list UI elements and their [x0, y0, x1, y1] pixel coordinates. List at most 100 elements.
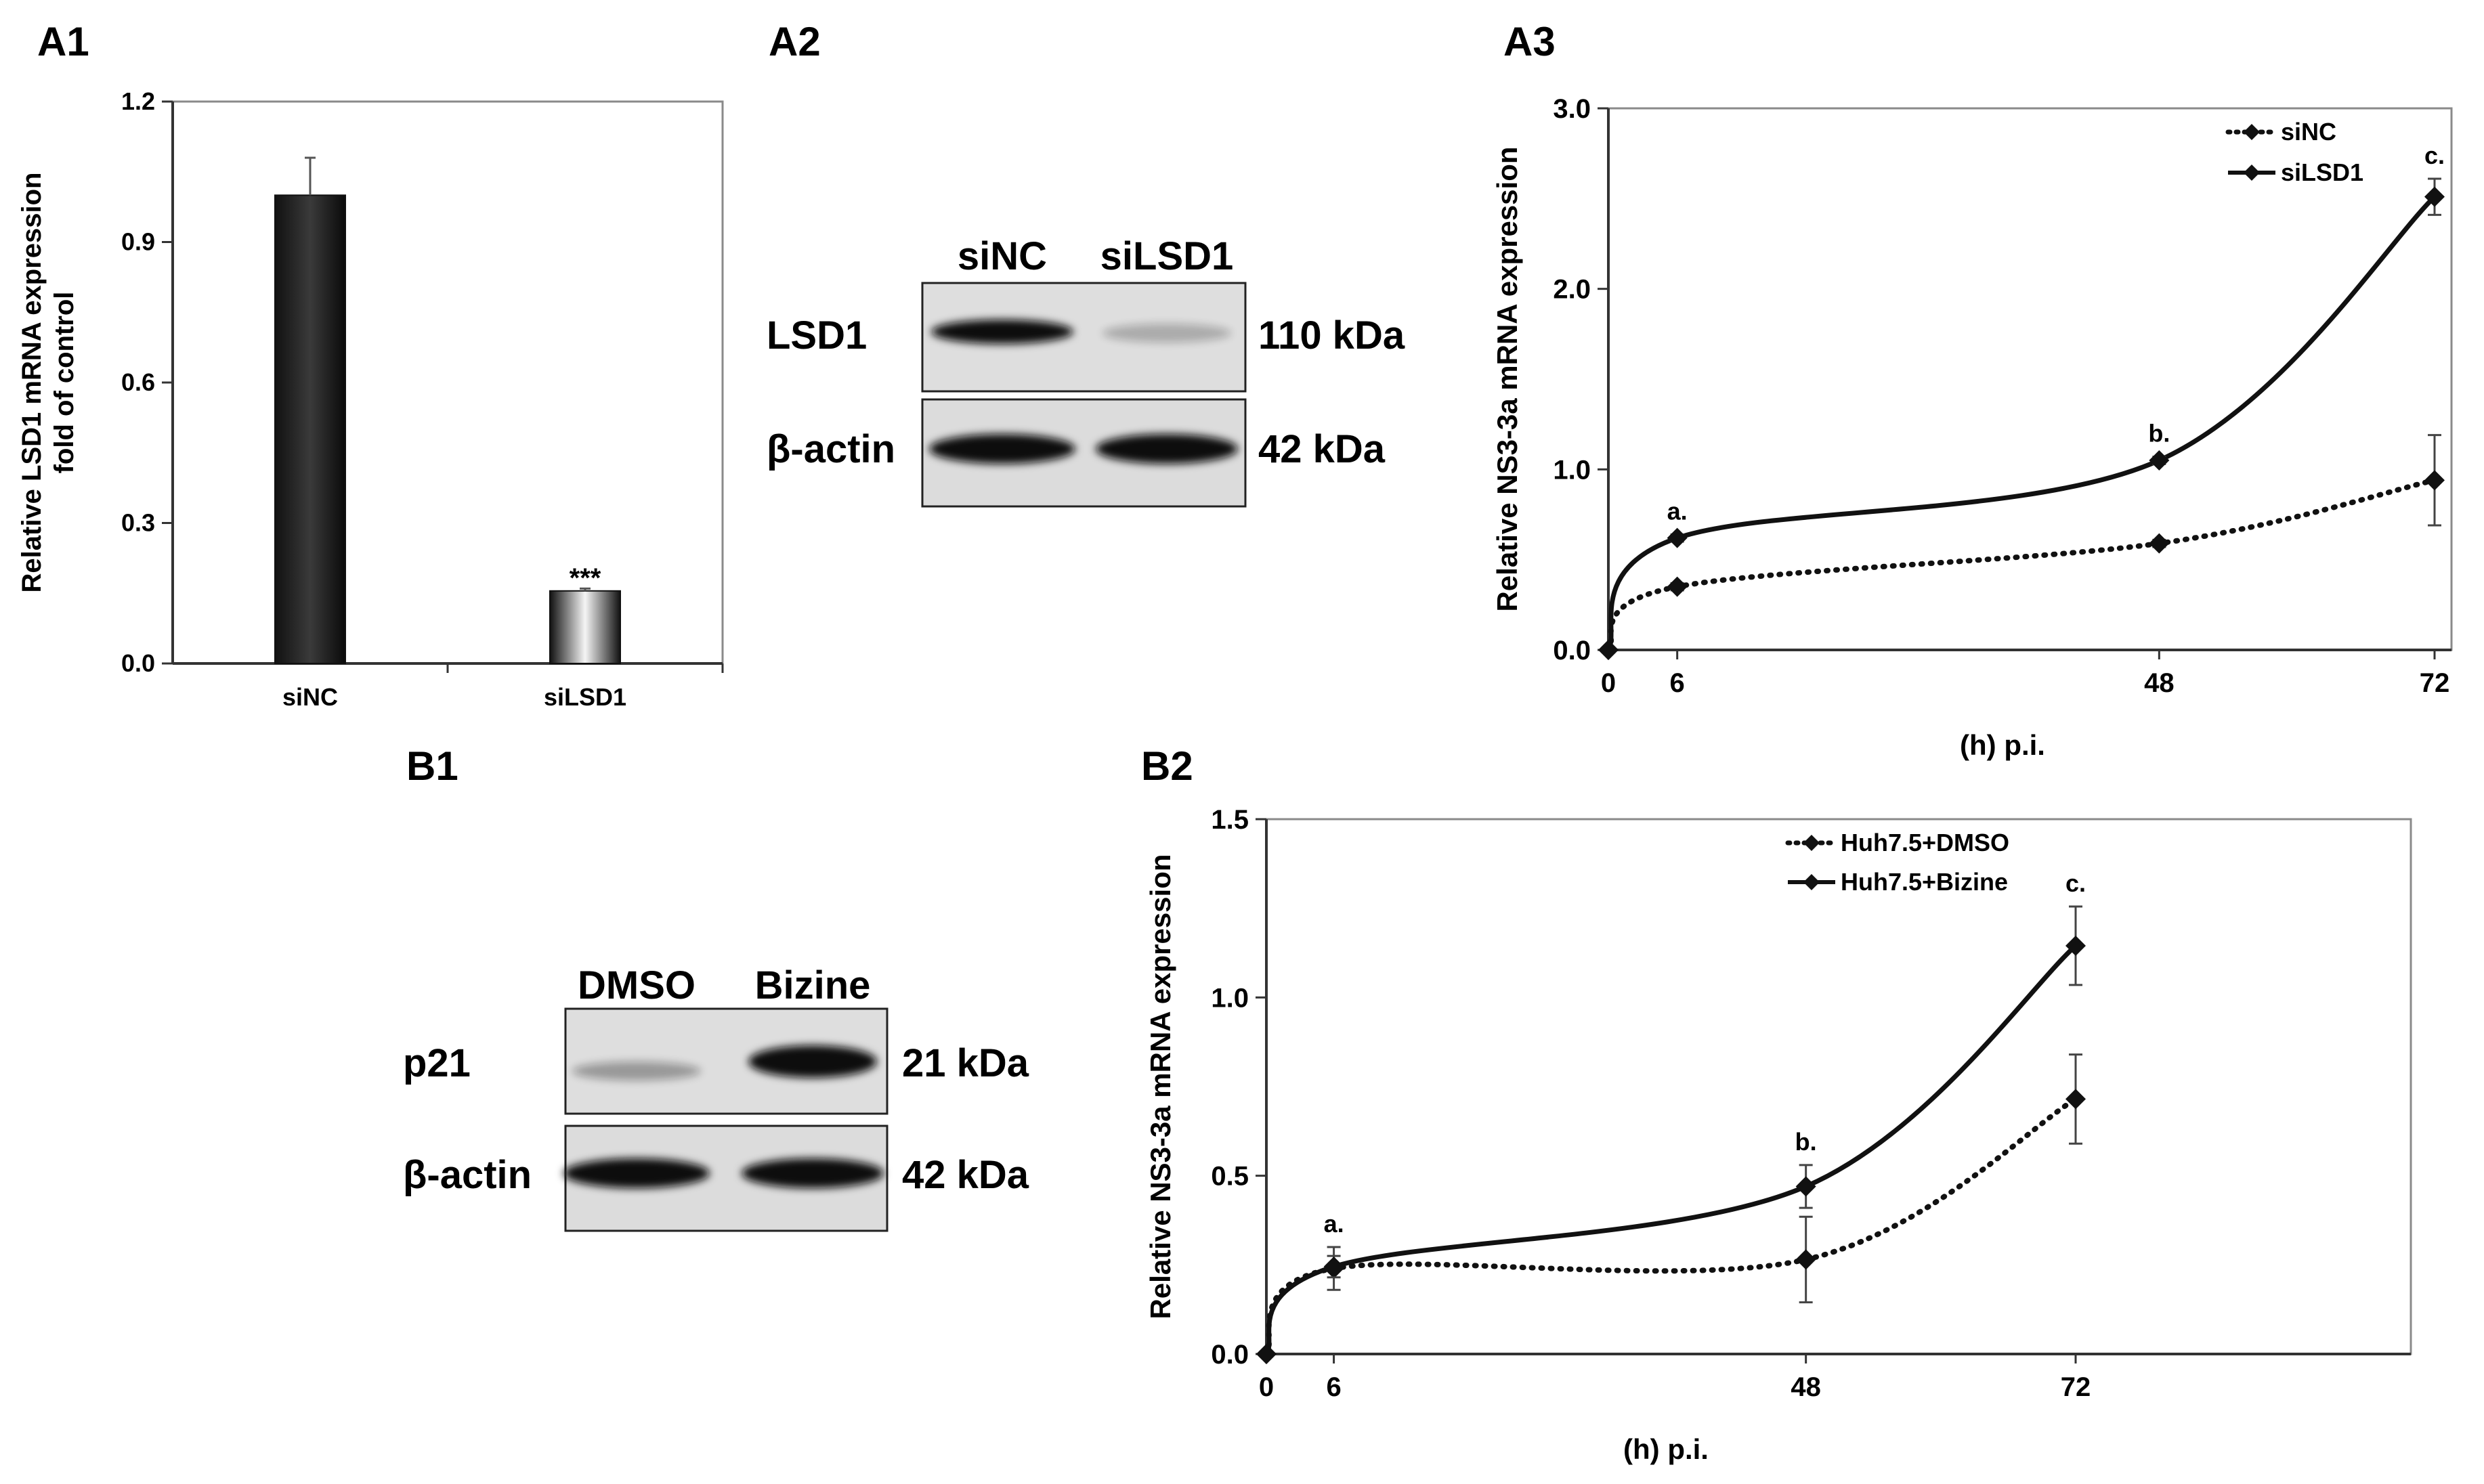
b1-p21-band-bizine: [748, 1045, 877, 1078]
chart-a3: 0.0 1.0 2.0 3.0 0 6 48 72 a. b. c. Relative NS3-…: [1491, 94, 2453, 761]
b2-y-tick-label: 0.5: [1211, 1162, 1249, 1192]
panel-label-a2: A2: [769, 19, 821, 64]
a1-bar-sinc: [274, 194, 346, 665]
a3-data-point: [2424, 470, 2445, 491]
b2-legend-dmso-label: Huh7.5+DMSO: [1841, 829, 2009, 856]
a3-y-tick-label: 1.0: [1553, 455, 1591, 485]
a3-data-point: [1667, 527, 1688, 548]
a3-legend: siNC siLSD1: [2225, 118, 2363, 186]
a1-y-ticks: 0.0 0.3 0.6 0.9 1.2: [121, 87, 173, 677]
b1-actin-band-bizine: [742, 1158, 884, 1188]
b1-p21-label: p21: [403, 1041, 471, 1085]
a3-series: [1598, 177, 2445, 660]
a1-y-tick-label: 0.0: [121, 649, 155, 677]
b1-p21-size: 21 kDa: [902, 1041, 1029, 1085]
b2-legend: Huh7.5+DMSO Huh7.5+Bizine: [1785, 829, 2009, 896]
b2-series-line-0: [1264, 1096, 2078, 1357]
a1-plot-frame: [171, 100, 724, 665]
b1-p21-band-dmso: [572, 1062, 701, 1081]
b2-x-ticks: 0 6 48 72: [1259, 1354, 2091, 1402]
chart-b2: 0.0 0.5 1.0 1.5 0 6 48 72 a. b. c. Relative NS3-…: [1144, 805, 2412, 1465]
a3-legend-sinc-label: siNC: [2281, 118, 2336, 146]
b2-y-tick-label: 1.0: [1211, 983, 1249, 1013]
panel-label-b1: B1: [406, 743, 458, 789]
b2-y-axis-label: Relative NS3-3a mRNA expression: [1144, 854, 1176, 1319]
a3-legend-silsd1-label: siLSD1: [2281, 158, 2363, 186]
a2-actin-label: β-actin: [767, 427, 895, 471]
b1-lane-label-bizine: Bizine: [755, 963, 871, 1007]
a3-series-line-0: [1606, 477, 2437, 653]
blot-a2: siNC siLSD1 LSD1 110 kDa β-actin 42 kDa: [767, 234, 1405, 508]
a3-legend-sinc-marker: [2244, 124, 2260, 140]
a1-y-tick-label: 0.3: [121, 509, 155, 537]
a3-data-point: [2149, 533, 2170, 554]
b1-actin-label: β-actin: [403, 1153, 532, 1197]
a3-plot-frame: [1607, 107, 2453, 651]
a1-significance-label: ***: [570, 563, 601, 593]
chart-a1: 0.0 0.3 0.6 0.9 1.2 *** siNC siLSD1 Relative …: [17, 87, 724, 711]
b2-legend-bizine-label: Huh7.5+Bizine: [1841, 868, 2008, 896]
a2-lsd1-label: LSD1: [767, 313, 867, 357]
b2-x-axis-label: (h) p.i.: [1623, 1433, 1709, 1465]
a2-lsd1-size: 110 kDa: [1258, 313, 1405, 357]
a3-legend-silsd1-marker: [2244, 165, 2260, 181]
a1-x-tick-label: siLSD1: [544, 683, 626, 711]
a3-y-tick-label: 2.0: [1553, 275, 1591, 305]
b2-legend-dmso-marker: [1803, 835, 1820, 851]
a3-y-axis-label: Relative NS3-3a mRNA expression: [1491, 146, 1523, 611]
b2-point-labels: a. b. c.: [1324, 869, 2086, 1238]
a3-point-label: a.: [1667, 497, 1688, 525]
b2-data-point: [1795, 1176, 1816, 1197]
a3-point-labels: a. b. c.: [1667, 141, 2445, 525]
a3-data-point: [2424, 186, 2445, 207]
b2-x-tick-label: 6: [1326, 1372, 1341, 1402]
a3-point-label: b.: [2148, 420, 2170, 448]
b2-series-line-1: [1264, 944, 2078, 1356]
a3-data-point: [2149, 450, 2170, 471]
a2-actin-band-sinc: [929, 434, 1075, 464]
a1-x-tick-label: siNC: [282, 683, 338, 711]
a1-x-ticks: siNC siLSD1: [282, 663, 724, 711]
panel-label-a3: A3: [1503, 19, 1556, 64]
a3-x-ticks: 0 6 48 72: [1601, 650, 2449, 698]
b2-data-point: [1256, 1344, 1277, 1364]
b2-point-label: a.: [1324, 1210, 1344, 1238]
blot-b1: DMSO Bizine p21 21 kDa β-actin 42 kDa: [403, 963, 1029, 1232]
a1-y-tick-label: 0.6: [121, 368, 155, 396]
b2-x-tick-label: 48: [1791, 1372, 1821, 1402]
a3-x-tick-label: 72: [2420, 668, 2450, 698]
b2-y-tick-label: 1.5: [1211, 805, 1249, 835]
a3-data-point: [1667, 576, 1688, 597]
panel-label-b2: B2: [1141, 743, 1193, 789]
a3-x-axis-label: (h) p.i.: [1960, 729, 2045, 761]
b2-data-point: [2065, 935, 2086, 956]
a2-lsd1-band-sinc: [931, 320, 1073, 344]
a2-actin-band-silsd1: [1096, 434, 1238, 464]
a3-point-label: c.: [2424, 141, 2445, 169]
a3-series-line-1: [1606, 195, 2437, 651]
a3-y-tick-label: 3.0: [1553, 94, 1591, 124]
b1-lane-label-dmso: DMSO: [578, 963, 695, 1007]
b2-y-tick-label: 0.0: [1211, 1340, 1249, 1370]
a1-y-tick-label: 0.9: [121, 228, 155, 256]
b2-plot-frame: [1265, 818, 2412, 1355]
a3-x-tick-label: 6: [1670, 668, 1685, 698]
a3-x-tick-label: 0: [1601, 668, 1616, 698]
a3-x-tick-label: 48: [2144, 668, 2175, 698]
a1-y-tick-label: 1.2: [121, 87, 155, 115]
a1-bars: ***: [274, 156, 621, 665]
a3-y-tick-label: 0.0: [1553, 636, 1591, 665]
a1-y-axis-label: Relative LSD1 mRNA expression: [17, 173, 47, 593]
a3-y-ticks: 0.0 1.0 2.0 3.0: [1553, 94, 1608, 665]
b2-x-tick-label: 72: [2061, 1372, 2091, 1402]
a2-lane-label-sinc: siNC: [958, 234, 1047, 278]
panel-label-a1: A1: [37, 19, 89, 64]
b2-x-tick-label: 0: [1259, 1372, 1274, 1402]
b2-legend-bizine-marker: [1803, 874, 1820, 890]
a2-actin-size: 42 kDa: [1258, 427, 1386, 471]
b2-data-point: [1795, 1249, 1816, 1270]
b2-y-ticks: 0.0 0.5 1.0 1.5: [1211, 805, 1266, 1370]
b2-point-label: b.: [1795, 1128, 1817, 1156]
b2-data-point: [1323, 1256, 1344, 1277]
